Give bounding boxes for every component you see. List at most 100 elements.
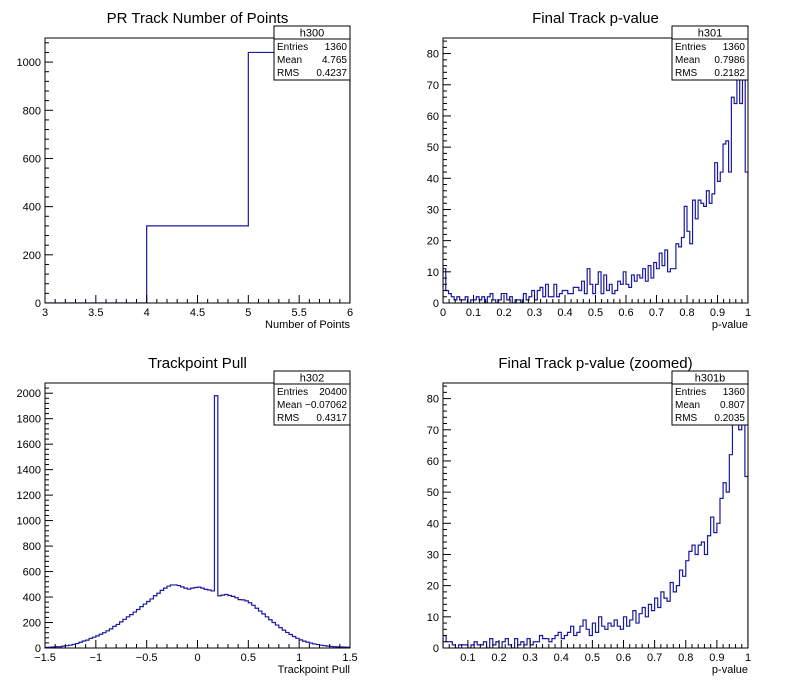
stats-value: 20400 — [319, 387, 347, 398]
y-tick-label: 30 — [427, 549, 439, 561]
stats-box: h301b Entries 1360 Mean 0.807 RMS 0.2035 — [671, 370, 749, 426]
stats-label: RMS — [675, 413, 698, 424]
x-tick-label: 0.5 — [588, 307, 603, 319]
x-tick-label: 0 — [440, 307, 446, 319]
y-tick-label: 0 — [35, 298, 41, 310]
y-tick-label: 200 — [23, 250, 41, 262]
stats-label: Entries — [277, 387, 308, 398]
x-tick-label: 3 — [42, 307, 48, 319]
x-axis: 0.1 0.2 0.3 0.4 0.5 0.6 0.7 0.8 0.9 1 — [448, 640, 751, 664]
y-tick-label: 80 — [427, 49, 439, 61]
x-tick-label: 0.3 — [527, 307, 542, 319]
y-tick-label: 600 — [23, 153, 41, 165]
x-tick-label: 0.9 — [710, 307, 725, 319]
y-tick-label: 0 — [433, 298, 439, 310]
stats-box-frame — [671, 370, 749, 426]
x-axis-label: p-value — [712, 664, 748, 676]
y-tick-label: 10 — [427, 612, 439, 624]
x-tick-label: 0.1 — [466, 307, 481, 319]
y-tick-label: 1800 — [17, 414, 41, 426]
chart-title: Trackpoint Pull — [148, 355, 247, 372]
x-tick-label: 0.2 — [491, 652, 506, 664]
stats-histogram-name: h302 — [300, 373, 324, 385]
stats-box-frame — [671, 25, 749, 81]
chart-panel-3: Trackpoint Pull −1.5 −1 −0.5 0 0.5 1 1.5 0 200 400… — [17, 355, 358, 676]
x-tick-label: 0.8 — [679, 307, 694, 319]
y-tick-label: 0 — [433, 643, 439, 655]
x-tick-label: 0.5 — [241, 652, 256, 664]
stats-value: 0.807 — [720, 400, 745, 411]
stats-histogram-name: h301 — [698, 28, 722, 40]
stats-value: 0.7986 — [714, 55, 745, 66]
y-tick-label: 400 — [23, 202, 41, 214]
y-tick-label: 10 — [427, 267, 439, 279]
stats-box: h301 Entries 1360 Mean 0.7986 RMS 0.2182 — [671, 25, 749, 81]
x-tick-label: 0.6 — [616, 652, 631, 664]
y-axis: 0 10 20 30 40 50 60 70 80 — [427, 385, 451, 655]
x-axis-label: Trackpoint Pull — [278, 664, 350, 676]
y-axis: 0 200 400 600 800 1000 1200 1400 1600 1800 2000 — [17, 382, 53, 655]
y-tick-label: 30 — [427, 204, 439, 216]
stats-value: 0.2182 — [714, 68, 745, 79]
x-axis-label: Number of Points — [265, 319, 350, 331]
chart-panel-1: PR Track Number of Points 3 3.5 4 4.5 5 5.5 6 0 2… — [17, 10, 354, 331]
y-tick-label: 800 — [23, 541, 41, 553]
histogram-series — [45, 51, 350, 303]
x-tick-label: 0.9 — [709, 652, 724, 664]
chart-title: PR Track Number of Points — [107, 10, 289, 27]
stats-label: Mean — [277, 55, 302, 66]
y-tick-label: 1200 — [17, 490, 41, 502]
x-tick-label: 0.8 — [678, 652, 693, 664]
y-tick-label: 1000 — [17, 57, 41, 69]
stats-label: Mean — [277, 400, 302, 411]
x-tick-label: 0.5 — [585, 652, 600, 664]
x-axis: 0 0.1 0.2 0.3 0.4 0.5 0.6 0.7 0.8 0.9 1 — [440, 295, 751, 319]
x-tick-label: −0.5 — [136, 652, 158, 664]
x-tick-label: 4.5 — [190, 307, 205, 319]
y-tick-label: 60 — [427, 111, 439, 123]
x-tick-label: 1 — [296, 652, 302, 664]
x-tick-label: 0 — [194, 652, 200, 664]
stats-value: 1360 — [723, 387, 746, 398]
y-tick-label: 60 — [427, 456, 439, 468]
y-tick-label: 20 — [427, 236, 439, 248]
x-tick-label: 5 — [245, 307, 251, 319]
stats-label: Mean — [675, 55, 700, 66]
y-tick-label: 200 — [23, 618, 41, 630]
x-tick-label: 6 — [347, 307, 353, 319]
histogram-series — [45, 395, 350, 648]
y-tick-label: 50 — [427, 487, 439, 499]
y-tick-label: 1600 — [17, 439, 41, 451]
stats-box: h300 Entries 1360 Mean 4.765 RMS 0.4237 — [273, 25, 351, 81]
y-tick-label: 80 — [427, 394, 439, 406]
stats-value: 1360 — [325, 42, 348, 53]
stats-label: Entries — [277, 42, 308, 53]
stats-value: 1360 — [723, 42, 746, 53]
x-axis-label: p-value — [712, 319, 748, 331]
y-tick-label: 2000 — [17, 388, 41, 400]
x-tick-label: 0.7 — [647, 652, 662, 664]
stats-label: RMS — [277, 413, 300, 424]
y-tick-label: 800 — [23, 105, 41, 117]
stats-value: 4.765 — [322, 55, 347, 66]
x-tick-label: 1.5 — [342, 652, 357, 664]
y-tick-label: 20 — [427, 581, 439, 593]
y-tick-label: 1000 — [17, 516, 41, 528]
y-axis: 0 10 20 30 40 50 60 70 80 — [427, 40, 451, 310]
y-tick-label: 70 — [427, 80, 439, 92]
stats-label: RMS — [277, 68, 300, 79]
chart-panel-2: Final Track p-value 0 0.1 0.2 0.3 0.4 0.5 0.6 0.… — [427, 10, 751, 331]
stats-label: Entries — [675, 42, 706, 53]
stats-value: 0.4317 — [316, 413, 347, 424]
stats-histogram-name: h300 — [300, 28, 324, 40]
x-axis: 3 3.5 4 4.5 5 5.5 6 — [42, 295, 353, 319]
y-tick-label: 50 — [427, 142, 439, 154]
stats-histogram-name: h301b — [695, 373, 726, 385]
y-tick-label: 70 — [427, 425, 439, 437]
x-tick-label: 0.4 — [557, 307, 572, 319]
x-tick-label: 0.3 — [522, 652, 537, 664]
histogram-series — [443, 413, 748, 648]
stats-value: 0.2035 — [714, 413, 745, 424]
stats-box-frame — [273, 25, 351, 81]
